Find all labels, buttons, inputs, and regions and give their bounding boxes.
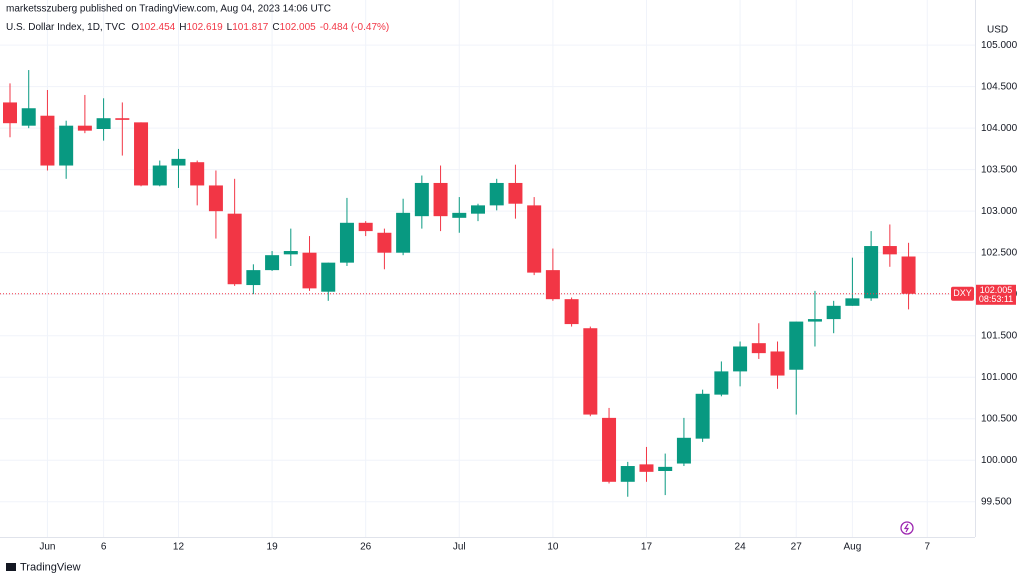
y-tick-label: 100.500 xyxy=(981,413,1018,424)
candle-body xyxy=(826,305,841,320)
x-tick-label: 10 xyxy=(547,542,559,553)
candle-body xyxy=(302,252,317,289)
candle-body xyxy=(527,205,542,273)
candle-body xyxy=(620,466,635,482)
candle-body xyxy=(845,298,860,306)
candle-body xyxy=(714,371,729,395)
candle-body xyxy=(171,158,186,166)
candle-body xyxy=(339,222,354,263)
candle-body xyxy=(321,262,336,292)
x-tick-label: Aug xyxy=(844,542,862,553)
x-tick-label: Jun xyxy=(39,542,55,553)
candle-body xyxy=(733,346,748,372)
candle-body xyxy=(639,464,654,472)
candle-body xyxy=(414,182,429,217)
candle-body xyxy=(770,351,785,376)
countdown-label: 08:53:11 xyxy=(979,294,1013,304)
candle-body xyxy=(433,182,448,217)
y-tick-label: 105.000 xyxy=(981,40,1018,51)
y-tick-label: 100.000 xyxy=(981,455,1018,466)
x-tick-label: 24 xyxy=(735,542,747,553)
lightning-icon xyxy=(900,521,914,535)
candle-body xyxy=(901,256,916,294)
candle-body xyxy=(676,437,691,464)
x-tick-label: 27 xyxy=(791,542,803,553)
candle-body xyxy=(807,319,822,322)
x-tick-label: 12 xyxy=(173,542,185,553)
x-tick-label: 17 xyxy=(641,542,653,553)
candle-body xyxy=(40,115,55,166)
candle-body xyxy=(789,321,804,370)
candle-body xyxy=(265,255,280,271)
legend-change: -0.484 (-0.47%) xyxy=(320,22,389,33)
symbol-label: DXY xyxy=(953,288,972,298)
candle-body xyxy=(695,393,710,439)
candle-body xyxy=(358,222,373,232)
candle-body xyxy=(208,185,223,212)
y-tick-label: 103.500 xyxy=(981,164,1018,175)
candle-body xyxy=(471,205,485,214)
x-tick-label: 26 xyxy=(360,542,372,553)
y-tick-label: 102.500 xyxy=(981,247,1018,258)
candle-body xyxy=(545,270,560,300)
candle-body xyxy=(602,417,617,482)
x-tick-label: Jul xyxy=(453,542,466,553)
brand: TradingView xyxy=(20,561,81,573)
legend-value: 102.005 xyxy=(280,22,317,33)
legend-title: U.S. Dollar Index, 1D, TVC xyxy=(6,22,125,33)
candle-body xyxy=(508,182,523,204)
byline: marketsszuberg published on TradingView.… xyxy=(6,4,331,15)
y-tick-label: 101.000 xyxy=(981,372,1018,383)
candle-body xyxy=(377,232,392,253)
legend-value: 102.454 xyxy=(139,22,176,33)
candle-body xyxy=(115,118,130,120)
candle-body xyxy=(227,213,242,285)
candle-body xyxy=(658,466,673,472)
candle-body xyxy=(246,270,261,286)
x-tick-label: 6 xyxy=(101,542,107,553)
candle-body xyxy=(59,125,74,166)
y-tick-label: 104.000 xyxy=(981,123,1018,134)
candle-body xyxy=(3,102,17,124)
candle-body xyxy=(134,122,149,186)
candle-body xyxy=(583,328,598,415)
y-tick-label: 104.500 xyxy=(981,81,1018,92)
symbol-tag xyxy=(951,286,974,301)
legend-field: L xyxy=(227,22,233,33)
candle-body xyxy=(564,299,579,325)
candle-body xyxy=(452,212,467,218)
y-tick-label: 101.500 xyxy=(981,330,1018,341)
candle-body xyxy=(21,108,36,126)
logo: TradingView xyxy=(6,561,81,573)
legend-value: 102.619 xyxy=(186,22,223,33)
price-label: 102.005 xyxy=(980,285,1013,295)
candle-body xyxy=(864,246,879,299)
candle-body xyxy=(190,162,205,186)
price-tag xyxy=(976,284,1016,305)
candle-body xyxy=(396,212,411,253)
x-tick-label: 19 xyxy=(267,542,279,553)
legend-value: 101.817 xyxy=(232,22,269,33)
candle-body xyxy=(489,182,504,206)
y-tick-label: 103.000 xyxy=(981,206,1018,217)
legend: U.S. Dollar Index, 1D, TVC O102.454 H102.6… xyxy=(6,22,389,33)
x-tick-label: 7 xyxy=(924,542,930,553)
legend-field: O xyxy=(131,22,139,33)
candle-body xyxy=(152,165,167,186)
y-tick-label: 99.500 xyxy=(981,496,1012,507)
currency: USD xyxy=(987,25,1008,36)
legend-field: H xyxy=(179,22,186,33)
legend-field: C xyxy=(272,22,279,33)
candle-body xyxy=(751,343,766,354)
candle-body xyxy=(882,246,897,255)
candle-body xyxy=(283,251,298,255)
candle-body xyxy=(96,118,111,129)
candle-body xyxy=(77,125,92,131)
